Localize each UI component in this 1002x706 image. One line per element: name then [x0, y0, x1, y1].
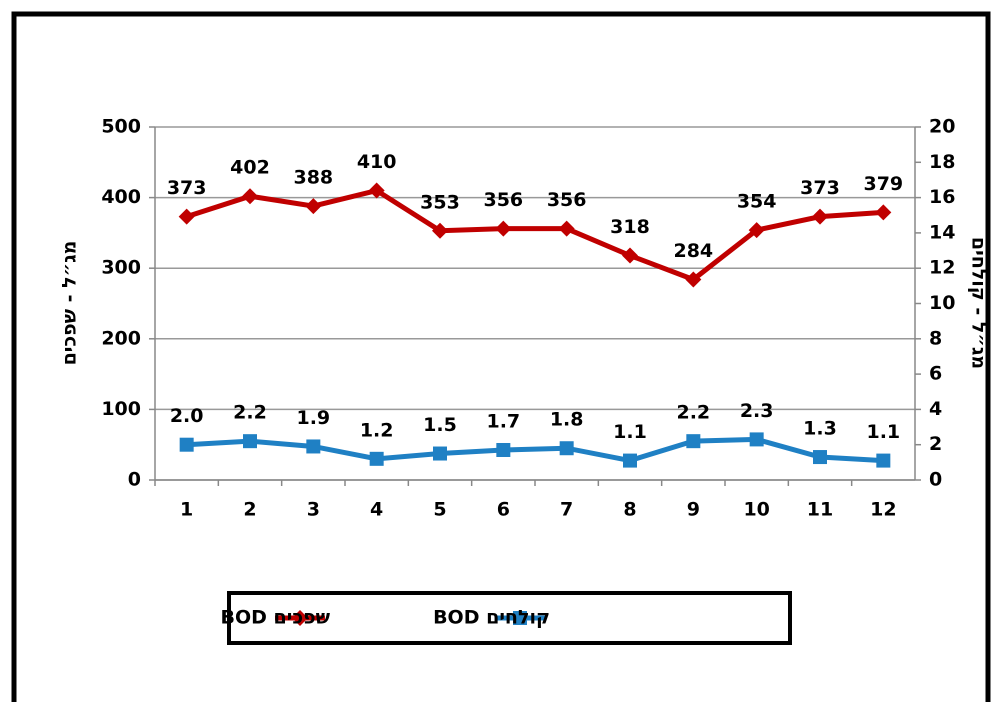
- data-label: 356: [547, 189, 587, 211]
- data-point: [876, 453, 891, 468]
- y2-tick-label: 18: [929, 151, 955, 173]
- y2-tick-label: 12: [929, 257, 955, 279]
- y-tick-label: 400: [101, 186, 141, 208]
- data-point: [559, 441, 574, 456]
- x-tick-label: 8: [623, 499, 636, 521]
- y2-tick-label: 8: [929, 327, 942, 349]
- y2-tick-label: 14: [929, 221, 955, 243]
- data-label: 2.0: [170, 405, 204, 427]
- y2-tick-label: 16: [929, 186, 955, 208]
- data-label: 1.8: [550, 409, 584, 431]
- x-tick-label: 12: [870, 499, 896, 521]
- data-point: [812, 208, 828, 225]
- y2-axis-label: מג״ל - קולחים: [968, 237, 990, 369]
- data-label: 379: [863, 173, 903, 195]
- data-label: 1.2: [360, 419, 394, 441]
- data-label: 1.1: [613, 421, 647, 443]
- data-label: 318: [610, 216, 650, 238]
- data-point: [243, 434, 257, 449]
- data-point: [179, 437, 194, 452]
- x-tick-label: 3: [307, 499, 320, 521]
- data-point: [432, 222, 448, 239]
- x-tick-label: 5: [433, 499, 446, 521]
- x-tick-label: 1: [180, 499, 193, 521]
- data-point: [623, 453, 637, 468]
- data-label: 373: [800, 177, 840, 199]
- data-point: [748, 222, 765, 239]
- legend-marker: [292, 610, 308, 626]
- y-tick-label: 200: [101, 327, 141, 349]
- data-point: [558, 220, 575, 237]
- data-label: 1.9: [296, 407, 330, 429]
- series-line: [186, 436, 884, 464]
- legend-label: BOD שפכים: [220, 607, 330, 629]
- data-point: [496, 442, 511, 457]
- data-label: 2.3: [740, 400, 774, 422]
- y2-tick-label: 4: [929, 398, 942, 420]
- y2-tick-label: 6: [929, 363, 942, 385]
- data-label: 356: [483, 189, 523, 211]
- data-point: [305, 198, 322, 215]
- data-point: [813, 450, 827, 465]
- data-label: 373: [167, 177, 207, 199]
- data-label: 284: [673, 240, 713, 262]
- data-label: 2.2: [233, 402, 267, 424]
- data-point: [685, 271, 702, 288]
- y2-tick-label: 10: [929, 292, 955, 314]
- series-line: [185, 187, 884, 283]
- data-point: [622, 247, 638, 264]
- x-tick-label: 11: [807, 499, 833, 521]
- data-label: 354: [737, 191, 777, 213]
- data-point: [875, 204, 892, 221]
- legend-label: BOD קולחים: [433, 607, 550, 629]
- data-label: 1.7: [486, 410, 520, 432]
- frame: [11, 11, 991, 706]
- y-tick-label: 500: [101, 116, 141, 138]
- y-tick-label: 100: [101, 398, 141, 420]
- data-point: [369, 451, 384, 466]
- data-point: [306, 439, 321, 454]
- data-label: 2.2: [676, 402, 710, 424]
- y2-tick-label: 20: [929, 116, 955, 138]
- y-axis-label: מג״ל - שפכים: [59, 241, 81, 366]
- data-point: [433, 446, 447, 461]
- y-tick-label: 0: [128, 469, 141, 491]
- data-label: 410: [357, 151, 397, 173]
- data-point: [178, 208, 195, 225]
- data-label: 1.1: [866, 421, 900, 443]
- legend-marker: [513, 611, 527, 625]
- x-tick-label: 10: [743, 499, 769, 521]
- x-tick-label: 2: [243, 499, 256, 521]
- y-tick-label: 300: [101, 257, 141, 279]
- data-label: 388: [293, 167, 333, 189]
- y2-tick-label: 2: [929, 433, 942, 455]
- data-point: [242, 188, 258, 205]
- data-point: [686, 434, 701, 449]
- data-label: 1.3: [803, 418, 837, 440]
- data-label: 353: [420, 191, 460, 213]
- data-label: 402: [230, 157, 270, 179]
- x-tick-label: 4: [370, 499, 383, 521]
- data-point: [495, 220, 512, 237]
- data-point: [368, 182, 385, 199]
- x-tick-label: 7: [560, 499, 573, 521]
- data-point: [749, 432, 764, 447]
- data-label: 1.5: [423, 414, 457, 436]
- y2-tick-label: 0: [929, 469, 942, 491]
- x-tick-label: 9: [687, 499, 700, 521]
- x-tick-label: 6: [497, 499, 510, 521]
